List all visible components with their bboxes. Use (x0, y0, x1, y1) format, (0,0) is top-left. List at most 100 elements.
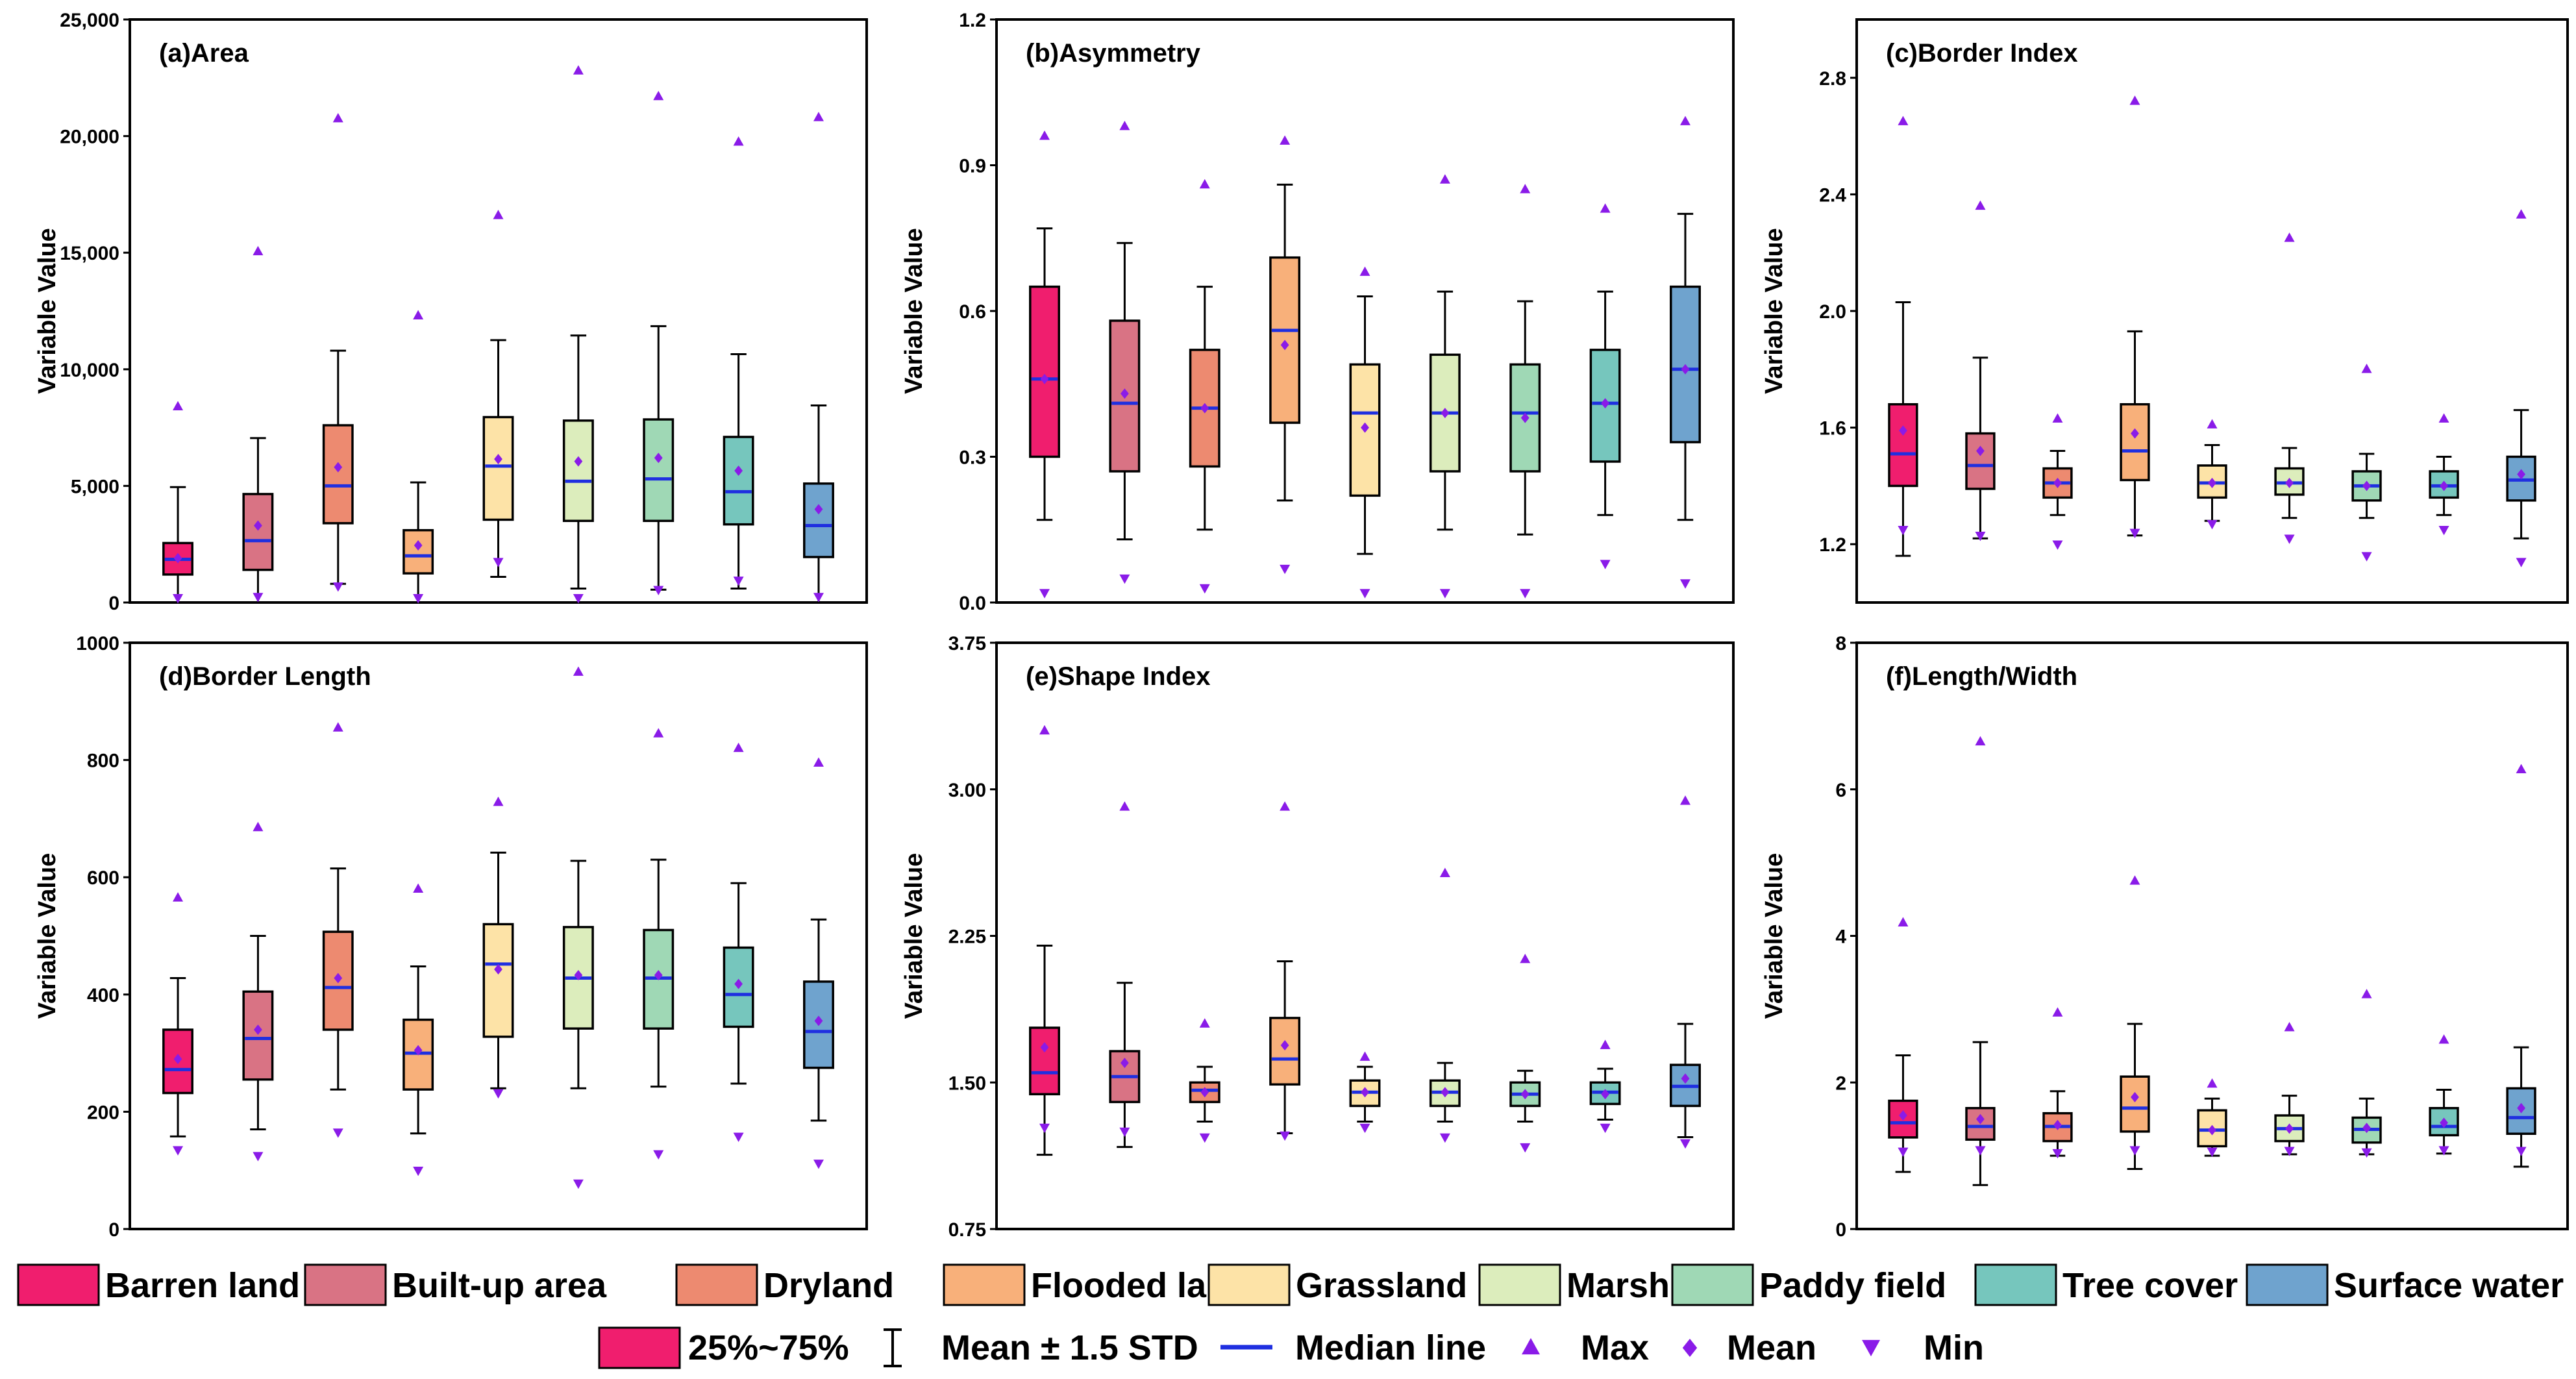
box-flooded-land (1269, 135, 1301, 575)
box-surface-water (2506, 764, 2536, 1168)
legend-swatch (304, 1263, 387, 1306)
min-marker (253, 593, 264, 603)
mean-marker (253, 520, 262, 531)
min-marker (1119, 1127, 1130, 1137)
legend-label: Marsh (1567, 1266, 1670, 1305)
mean-marker (1520, 1089, 1530, 1100)
box-barren-land (1029, 130, 1060, 599)
min-marker (1439, 1133, 1450, 1143)
iqr-box (2506, 1087, 2536, 1136)
y-tick-label: 5,000 (71, 476, 119, 497)
y-tick-label: 0 (1835, 1219, 1846, 1241)
min-marker (813, 1160, 824, 1169)
max-marker (1520, 184, 1531, 193)
mean-marker (2131, 428, 2139, 439)
y-tick-label: 0.9 (959, 156, 986, 177)
iqr-box (402, 528, 434, 575)
mean-marker (253, 1024, 262, 1035)
mean-marker (1441, 408, 1450, 419)
mean-marker (1681, 364, 1690, 375)
box-paddy-field (1509, 184, 1541, 599)
min-marker (2284, 1147, 2295, 1156)
panel-b-asymmetry: 0.0 0.3 0.6 0.9 1.2 Variable Value (b)Asymmetr… (900, 10, 1735, 614)
mean-marker (2440, 480, 2448, 491)
min-marker (173, 1146, 184, 1156)
panel-d-border-length: 0 200 400 600 800 1000 Variable Value (d)Border… (34, 633, 868, 1241)
legend-swatch (2246, 1263, 2329, 1306)
min-marker (2516, 1147, 2527, 1156)
mean-marker (494, 963, 502, 975)
plot-frame (129, 641, 868, 1230)
max-marker (413, 310, 424, 319)
y-tick-label: 0.75 (948, 1219, 986, 1241)
max-marker (2129, 875, 2140, 885)
box-dryland (322, 722, 354, 1138)
max-marker (1439, 867, 1450, 877)
mean-marker (1280, 340, 1289, 351)
mean-marker (173, 1054, 182, 1065)
mean-marker (1520, 412, 1530, 423)
legend-label: Surface water (2334, 1266, 2564, 1305)
legend-label: Grassland (1296, 1266, 1467, 1305)
min-marker (493, 1089, 504, 1099)
mean-marker (1040, 1042, 1049, 1053)
iqr-box (1269, 1017, 1301, 1086)
iqr-box (1965, 432, 1996, 490)
legend-label: Mean (1727, 1328, 1816, 1367)
min-marker (1039, 589, 1050, 599)
y-tick-label: 25,000 (60, 10, 119, 31)
min-marker (2361, 552, 2372, 562)
min-marker (1359, 1123, 1370, 1134)
iqr-box (562, 419, 594, 523)
y-axis-label: Variable Value (1761, 853, 1788, 1019)
legend-swatch (1208, 1263, 1291, 1306)
max-marker (2438, 413, 2449, 423)
max-marker (2207, 419, 2218, 429)
max-marker (1039, 130, 1050, 140)
max-marker (2052, 1007, 2063, 1017)
min-marker (733, 1132, 744, 1142)
mean-marker (2208, 477, 2216, 488)
min-marker (653, 586, 664, 595)
iqr-box (242, 990, 274, 1081)
min-marker (1199, 584, 1210, 594)
box-dryland (2042, 1007, 2073, 1159)
max-marker (1280, 801, 1291, 811)
box-paddy-field (643, 728, 675, 1160)
mean-marker (1280, 1040, 1289, 1051)
legend-swatch (1974, 1263, 2057, 1306)
legend-label: Tree cover (2062, 1266, 2238, 1305)
box-marsh (2274, 1021, 2305, 1156)
panel-title: (c)Border Index (1886, 39, 2078, 68)
legend-item-paddy-field: Paddy field (1671, 1263, 1946, 1306)
legend-item-iqr: 25%~75% (598, 1326, 849, 1369)
legend-label: Paddy field (1759, 1266, 1946, 1305)
min-marker (2052, 1149, 2063, 1159)
min-marker (2516, 558, 2527, 567)
box-paddy-field (1509, 953, 1541, 1153)
panel-title: (e)Shape Index (1026, 662, 1211, 691)
legend-label: Mean ± 1.5 STD (941, 1328, 1198, 1367)
box-tree-cover (723, 136, 754, 590)
panel-e-shape-index: 0.75 1.50 2.25 3.00 3.75 Variable Value (e)Sha… (900, 633, 1735, 1241)
y-tick-label: 200 (87, 1102, 119, 1123)
legend-item-mean: Mean (1682, 1328, 1816, 1367)
max-marker (573, 666, 584, 676)
y-tick-label: 2.0 (1819, 301, 1846, 323)
box-built-up-area (1109, 120, 1141, 584)
legend-item-flooded-land: Flooded land (943, 1263, 1249, 1306)
min-marker (2207, 1147, 2218, 1157)
y-tick-label: 1000 (76, 633, 119, 654)
min-marker (2129, 1146, 2140, 1156)
y-tick-label: 0.3 (959, 447, 986, 469)
mean-marker (2285, 477, 2294, 488)
min-marker (573, 594, 584, 604)
legend-swatch (17, 1263, 100, 1306)
mean-marker (654, 970, 663, 981)
y-axis-label: Variable Value (900, 853, 928, 1019)
panel-title: (b)Asymmetry (1026, 39, 1201, 68)
mean-marker (2517, 1102, 2525, 1113)
min-marker (2284, 534, 2295, 544)
box-grassland (2197, 1078, 2227, 1157)
box-marsh (2274, 232, 2305, 544)
